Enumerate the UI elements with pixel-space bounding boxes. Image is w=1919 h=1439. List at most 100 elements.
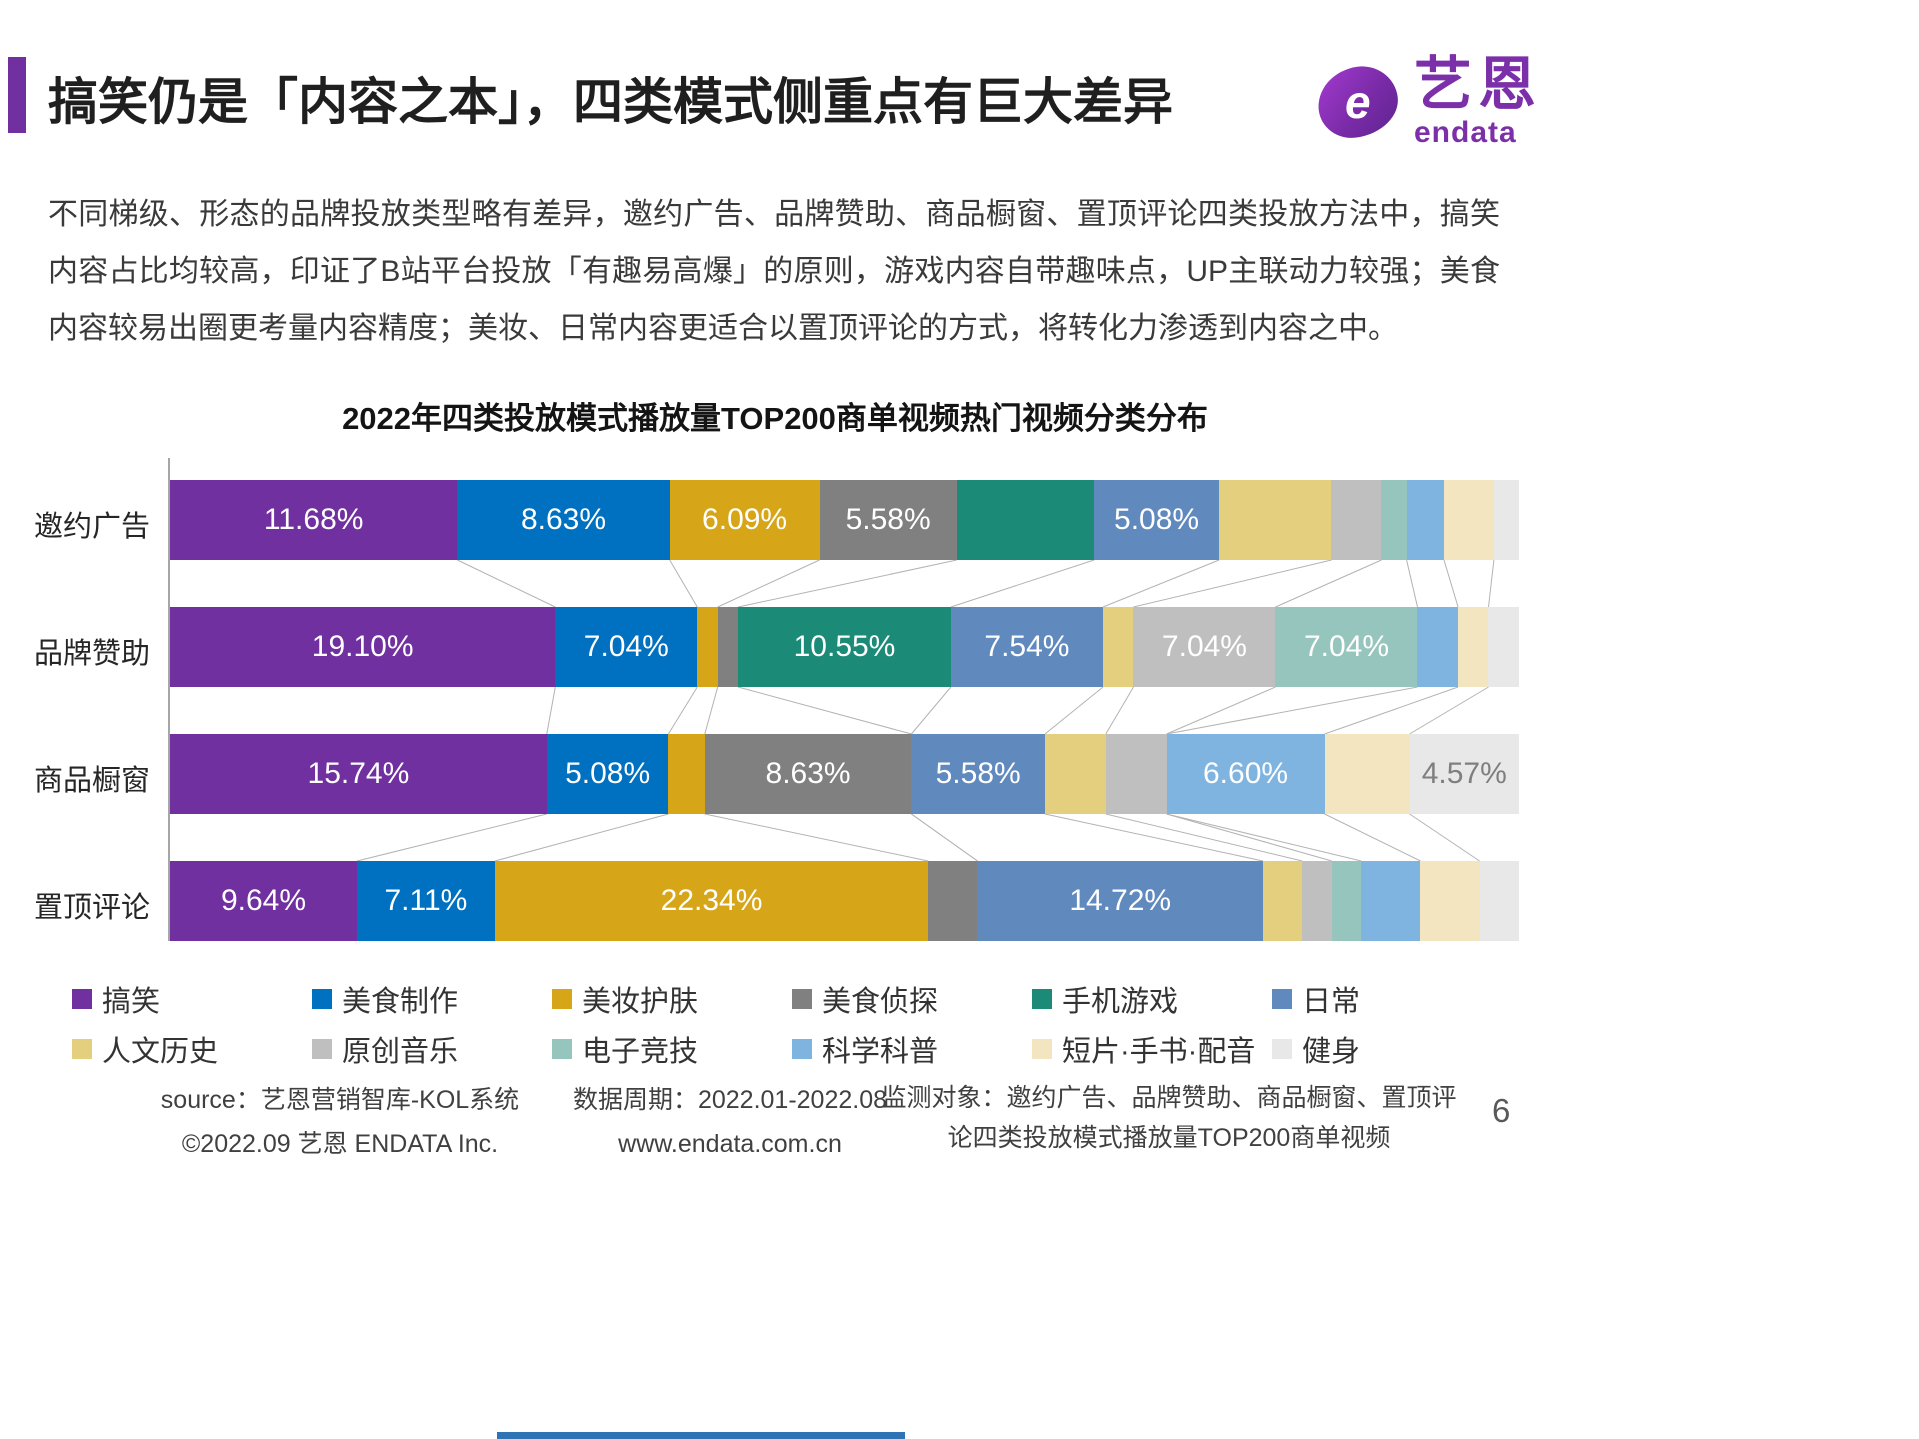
bar-segment <box>1406 480 1444 560</box>
chart-title: 2022年四类投放模式播放量TOP200商单视频热门视频分类分布 <box>342 401 1208 436</box>
connector-lines <box>356 559 1495 862</box>
bar-segment-value: 9.64% <box>220 884 307 917</box>
bar-segment <box>1044 734 1106 814</box>
bar-segment <box>956 480 1095 560</box>
legend-label: 原创音乐 <box>342 1036 459 1068</box>
bar-segment: 5.08% <box>546 734 669 814</box>
bar-segment: 4.57% <box>1409 734 1519 814</box>
bar-segment: 7.54% <box>950 607 1103 687</box>
legend-label: 科学科普 <box>822 1036 939 1068</box>
website-link[interactable]: www.endata.com.cn <box>618 1130 842 1158</box>
bar-segment <box>1361 861 1421 941</box>
bar-segment-value: 14.72% <box>1069 884 1172 917</box>
bar-segment-value: 4.57% <box>1421 757 1507 790</box>
bar-segment <box>1262 861 1303 941</box>
bar-segment <box>1219 480 1332 560</box>
bar-segment-value: 19.10% <box>311 630 414 663</box>
bar-segment-value: 5.58% <box>845 503 931 536</box>
bar-segment: 11.68% <box>170 480 458 560</box>
legend-swatch <box>312 1039 332 1059</box>
bar-segment <box>1420 861 1480 941</box>
bar-segment-value: 15.74% <box>307 757 410 790</box>
bar-segment: 15.74% <box>170 734 547 814</box>
y-axis-label: 置顶评论 <box>33 892 150 924</box>
y-axis-label: 邀约广告 <box>33 511 150 543</box>
bar-segment <box>1458 607 1489 687</box>
bar-segment: 9.64% <box>170 861 357 941</box>
bar-segment-value: 11.68% <box>263 503 364 536</box>
bar-segment: 8.63% <box>457 480 670 560</box>
bar-row: 11.68% 8.63% 6.09% 5.58% 5.08% <box>170 480 1519 560</box>
bar-segment: 5.08% <box>1094 480 1220 560</box>
logo-brand-cn: 艺恩 <box>1414 52 1543 117</box>
legend-item: 搞笑 <box>72 982 312 1018</box>
bar-segment <box>928 861 978 941</box>
y-axis-labels: 邀约广告 品牌赞助 商品橱窗 置顶评论 <box>20 480 150 941</box>
bar-segment: 5.58% <box>911 734 1045 814</box>
bar-segment <box>1488 607 1519 687</box>
copyright-line: ©2022.09 艺恩 ENDATA Inc. <box>181 1130 499 1158</box>
legend-swatch <box>552 1039 572 1059</box>
page-title: 搞笑仍是「内容之本」，四类模式侧重点有巨大差异 <box>48 74 1173 130</box>
bar-segment-value: 6.60% <box>1203 757 1289 790</box>
y-axis-line <box>168 458 170 941</box>
chart-legend: 搞笑 美食制作 美妆护肤 美食侦探 手机游戏 日常 人文历史 原创音乐 电子竞技 科学科普 短片·手… <box>72 982 1512 1068</box>
bar-segment <box>1103 607 1134 687</box>
data-period-info: 数据周期：2022.01-2022.08 www.endata.com.cn <box>540 1078 920 1166</box>
legend-label: 电子竞技 <box>582 1036 699 1068</box>
bar-segment <box>1417 607 1459 687</box>
logo-text: 艺恩 endata <box>1414 56 1542 148</box>
legend-item: 日常 <box>1272 982 1512 1018</box>
bar-segment-value: 5.08% <box>565 757 651 790</box>
bar-segment: 7.11% <box>356 861 495 941</box>
bar-segment-value: 5.58% <box>935 757 1021 790</box>
source-line: source：艺恩营销智库-KOL系统 <box>160 1086 520 1114</box>
bar-segment <box>1324 734 1410 814</box>
legend-label: 健身 <box>1302 1036 1361 1068</box>
logo-mark-letter: e <box>1345 76 1371 128</box>
page-number: 6 <box>1492 1092 1511 1129</box>
bar-segment-value: 7.11% <box>384 884 468 917</box>
bar-segment <box>697 607 718 687</box>
bar-segment-value: 7.04% <box>583 630 669 663</box>
legend-item: 健身 <box>1272 1032 1512 1068</box>
legend-item: 人文历史 <box>72 1032 312 1068</box>
legend-label: 美食侦探 <box>822 986 939 1018</box>
legend-label: 人文历史 <box>102 1036 219 1068</box>
endata-logo: e 艺恩 endata <box>1313 52 1542 152</box>
logo-brand-en: endata <box>1414 116 1517 149</box>
bar-segment <box>717 607 739 687</box>
legend-swatch <box>1272 989 1292 1009</box>
bar-segment: 6.60% <box>1166 734 1325 814</box>
bar-segment: 8.63% <box>704 734 912 814</box>
bar-segment <box>1493 480 1519 560</box>
bar-segment-value: 6.09% <box>702 503 788 536</box>
source-info: source：艺恩营销智库-KOL系统 ©2022.09 艺恩 ENDATA I… <box>120 1078 560 1166</box>
legend-item: 电子竞技 <box>552 1032 792 1068</box>
bar-segment <box>668 734 705 814</box>
endata-logo-icon: e <box>1313 61 1403 143</box>
legend-label: 手机游戏 <box>1062 986 1179 1018</box>
bar-segment <box>1331 861 1362 941</box>
legend-label: 搞笑 <box>102 986 161 1018</box>
bar-segment <box>1443 480 1494 560</box>
bar-segment: 7.04% <box>1275 607 1418 687</box>
legend-label: 美食制作 <box>342 986 459 1018</box>
bar-segment <box>1381 480 1407 560</box>
legend-swatch <box>1032 989 1052 1009</box>
bar-segment-value: 22.34% <box>660 884 763 917</box>
bar-row: 19.10% 7.04% 10.55% 7.54% 7.04% 7.04% <box>170 607 1519 687</box>
legend-item: 科学科普 <box>792 1032 1032 1068</box>
bar-segment <box>1479 861 1519 941</box>
bar-segment: 14.72% <box>977 861 1263 941</box>
bar-segment <box>1302 861 1332 941</box>
legend-label: 短片·手书·配音 <box>1062 1036 1256 1068</box>
legend-item: 原创音乐 <box>312 1032 552 1068</box>
bar-segment: 19.10% <box>170 607 556 687</box>
monitor-info: 监测对象：邀约广告、品牌赞助、商品橱窗、置顶评论四类投放模式播放量TOP200商… <box>881 1084 1457 1152</box>
legend-swatch <box>792 989 812 1009</box>
bar-segment <box>1331 480 1382 560</box>
intro-paragraph: 不同梯级、形态的品牌投放类型略有差异，邀约广告、品牌赞助、商品橱窗、置顶评论四类… <box>48 198 1500 345</box>
legend-swatch <box>312 989 332 1009</box>
